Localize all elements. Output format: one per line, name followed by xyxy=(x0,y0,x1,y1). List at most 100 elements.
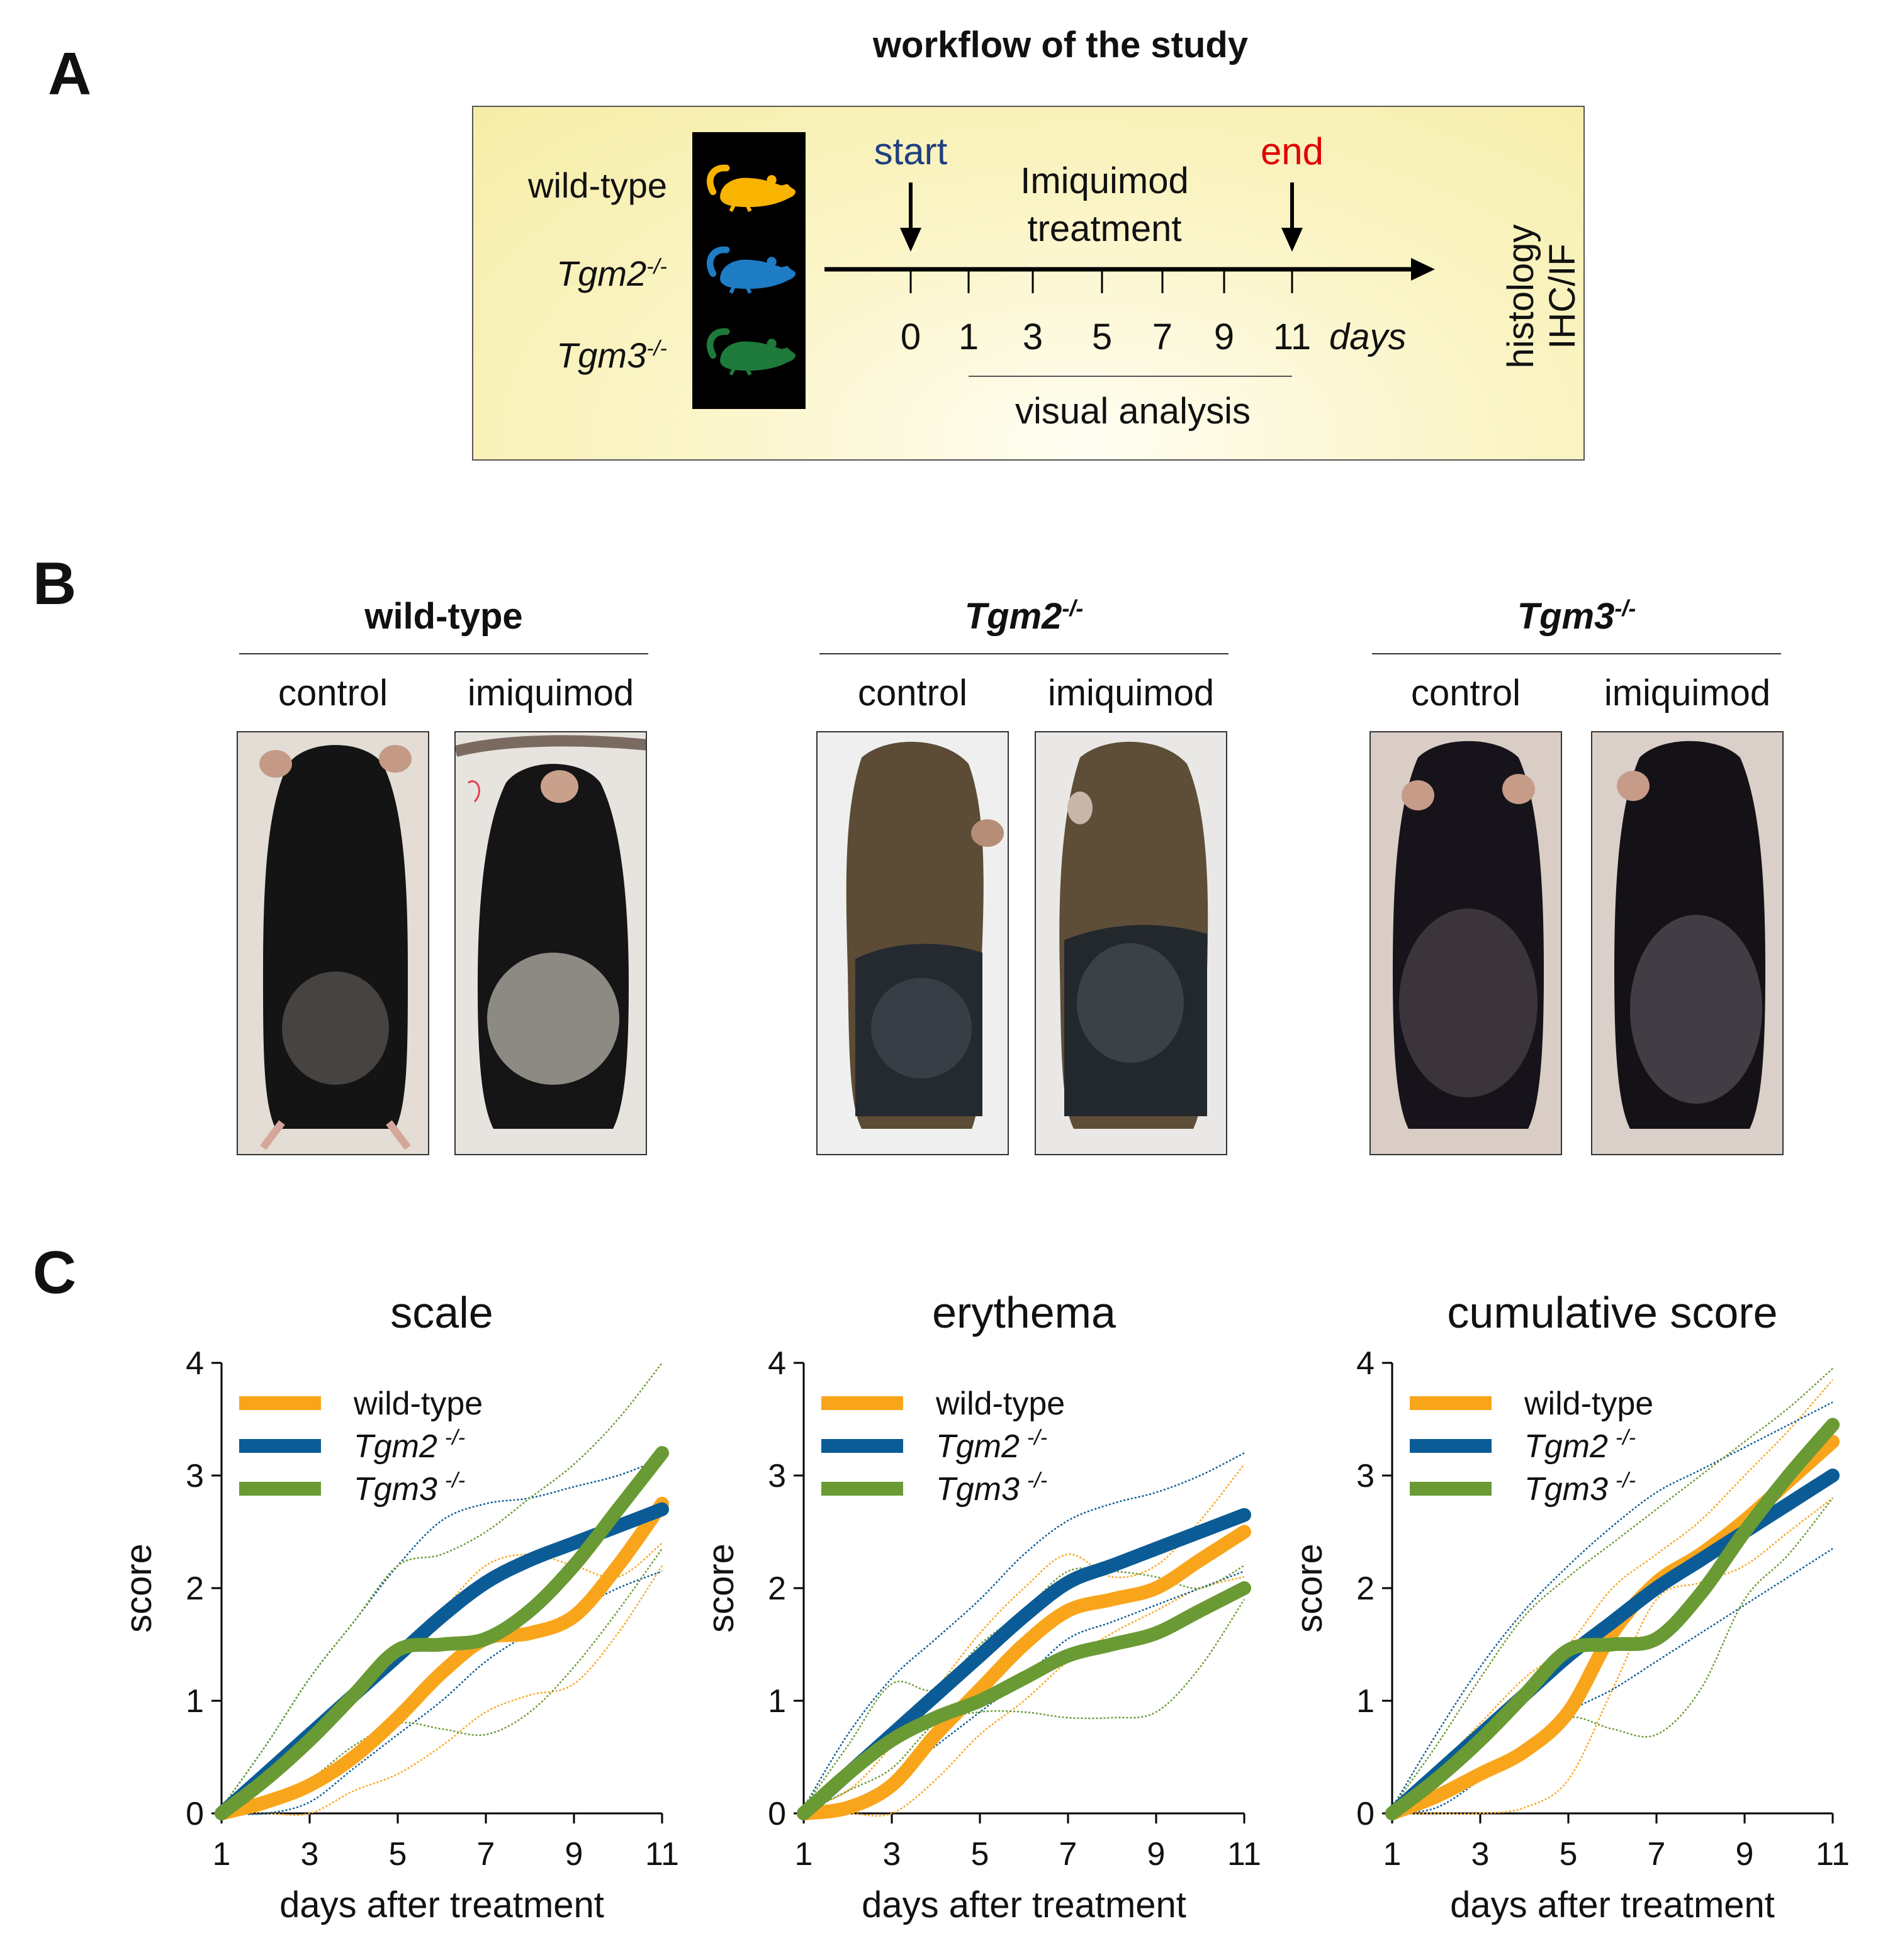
group-divider-tgm2 xyxy=(819,653,1229,654)
x-tick-label: 11 xyxy=(1227,1836,1261,1873)
series-upper-bound xyxy=(1391,1367,1833,1808)
legend-label: Tgm3 -/- xyxy=(1524,1469,1636,1508)
day-label-11: 11 xyxy=(1273,316,1312,357)
series-mean-line xyxy=(797,1581,1251,1820)
start-arrow xyxy=(900,182,921,252)
x-tick-label: 1 xyxy=(1383,1836,1402,1873)
y-tick-label: 1 xyxy=(1356,1683,1375,1720)
photo-tgm3-control xyxy=(1369,731,1562,1155)
panel-letter-a: A xyxy=(48,40,92,108)
y-axis-label: score xyxy=(1289,1543,1330,1633)
x-axis-label: days after treatment xyxy=(279,1884,604,1925)
x-tick-label: 1 xyxy=(213,1836,231,1873)
x-tick-label: 1 xyxy=(795,1836,813,1873)
series-lower-bound xyxy=(804,1576,1245,1817)
y-axis-label: score xyxy=(700,1543,741,1633)
legend-superscript: -/- xyxy=(1616,1469,1636,1492)
end-label: end xyxy=(1260,130,1324,172)
day-label-9: 9 xyxy=(1213,316,1235,357)
chart-title: cumulative score xyxy=(1447,1288,1777,1337)
genotype-name: wild-type xyxy=(528,165,667,205)
legend-superscript: -/- xyxy=(445,1426,465,1450)
histology-label-line2: IHC/IF xyxy=(1542,244,1583,349)
x-tick-label: 9 xyxy=(565,1836,583,1873)
mouse-photo-illustration xyxy=(1393,741,1544,1129)
y-tick-label: 4 xyxy=(768,1345,786,1382)
x-tick-label: 11 xyxy=(1816,1836,1850,1873)
photo-tgm2-imiquimod xyxy=(1035,731,1227,1155)
series-mean-line xyxy=(215,1446,669,1820)
legend-label: wild-type xyxy=(1524,1386,1653,1422)
histology-label: histology IHC/IF xyxy=(1500,164,1583,428)
treatment-label-line1: Imiquimod xyxy=(1020,160,1189,201)
start-label: start xyxy=(874,130,948,172)
series-upper-bound xyxy=(803,1464,1245,1809)
photo-wild-type-control xyxy=(237,731,429,1155)
photo-tgm3-imiquimod xyxy=(1591,731,1784,1155)
column-label-imiquimod: imiquimod xyxy=(1047,673,1215,714)
workflow-box xyxy=(472,106,1585,461)
genotype-superscript: -/- xyxy=(646,254,667,279)
y-tick-label: 3 xyxy=(1356,1458,1375,1494)
series-lower-bound xyxy=(1392,1548,1833,1815)
column-label-control: control xyxy=(1410,673,1521,714)
column-label-control: control xyxy=(278,673,388,714)
genotype-label-wild-type: wild-type xyxy=(478,165,667,206)
day-label-0: 0 xyxy=(900,316,921,357)
series-mean-line xyxy=(215,1496,669,1820)
x-tick-label: 7 xyxy=(477,1836,495,1873)
x-axis-label: days after treatment xyxy=(862,1884,1186,1925)
photo-wild-type-imiquimod xyxy=(454,731,647,1155)
mouse-photo-illustration xyxy=(259,745,412,1150)
group-title-tgm3: Tgm3-/- xyxy=(1372,595,1781,637)
group-title-superscript: -/- xyxy=(1062,595,1084,622)
x-tick-label: 3 xyxy=(883,1836,901,1873)
days-unit-label: days xyxy=(1329,316,1407,357)
column-label-imiquimod: imiquimod xyxy=(467,673,634,714)
x-axis-label: days after treatment xyxy=(1450,1884,1775,1925)
series-upper-bound xyxy=(220,1362,663,1808)
timeline xyxy=(824,182,1435,377)
panel-letter-b: B xyxy=(33,550,77,617)
genotype-label-tgm3: Tgm3-/- xyxy=(478,335,667,376)
day-label-5: 5 xyxy=(1091,316,1113,357)
day-label-7: 7 xyxy=(1152,316,1173,357)
genotype-name: Tgm2 xyxy=(556,254,647,293)
chart-title: scale xyxy=(390,1288,493,1337)
day-label-3: 3 xyxy=(1022,316,1043,357)
visual-analysis-label: visual analysis xyxy=(1015,391,1251,432)
mouse-icon-strip xyxy=(692,132,806,409)
y-axis-label: score xyxy=(118,1543,159,1633)
panel-letter-c: C xyxy=(33,1239,77,1306)
legend-label: Tgm3 -/- xyxy=(354,1469,465,1508)
y-tick-label: 2 xyxy=(1356,1571,1375,1607)
group-divider-wild-type xyxy=(239,653,648,654)
x-tick-label: 5 xyxy=(971,1836,989,1873)
legend-label: Tgm2 -/- xyxy=(1524,1426,1636,1465)
x-tick-label: 5 xyxy=(1560,1836,1578,1873)
series-mean-line xyxy=(797,1508,1251,1820)
genotype-superscript: -/- xyxy=(646,336,667,361)
group-title-superscript: -/- xyxy=(1614,595,1636,622)
y-tick-label: 1 xyxy=(186,1683,204,1720)
x-tick-label: 5 xyxy=(389,1836,407,1873)
series-upper-bound xyxy=(802,1452,1245,1808)
series-mean-line xyxy=(1385,1418,1840,1820)
column-label-imiquimod: imiquimod xyxy=(1604,673,1771,714)
legend-superscript: -/- xyxy=(1616,1426,1636,1450)
photo-tgm2-control xyxy=(816,731,1009,1155)
workflow-title: workflow of the study xyxy=(872,25,1249,65)
x-tick-label: 7 xyxy=(1059,1836,1077,1873)
legend-superscript: -/- xyxy=(445,1469,465,1492)
series-lower-bound xyxy=(222,1565,663,1816)
legend-label: wild-type xyxy=(353,1386,483,1422)
group-title-text: wild-type xyxy=(364,596,523,637)
y-tick-label: 3 xyxy=(768,1458,786,1494)
y-tick-label: 2 xyxy=(768,1571,786,1607)
x-tick-label: 7 xyxy=(1648,1836,1666,1873)
genotype-name: Tgm3 xyxy=(556,335,647,375)
group-title-wild-type: wild-type xyxy=(239,595,648,637)
